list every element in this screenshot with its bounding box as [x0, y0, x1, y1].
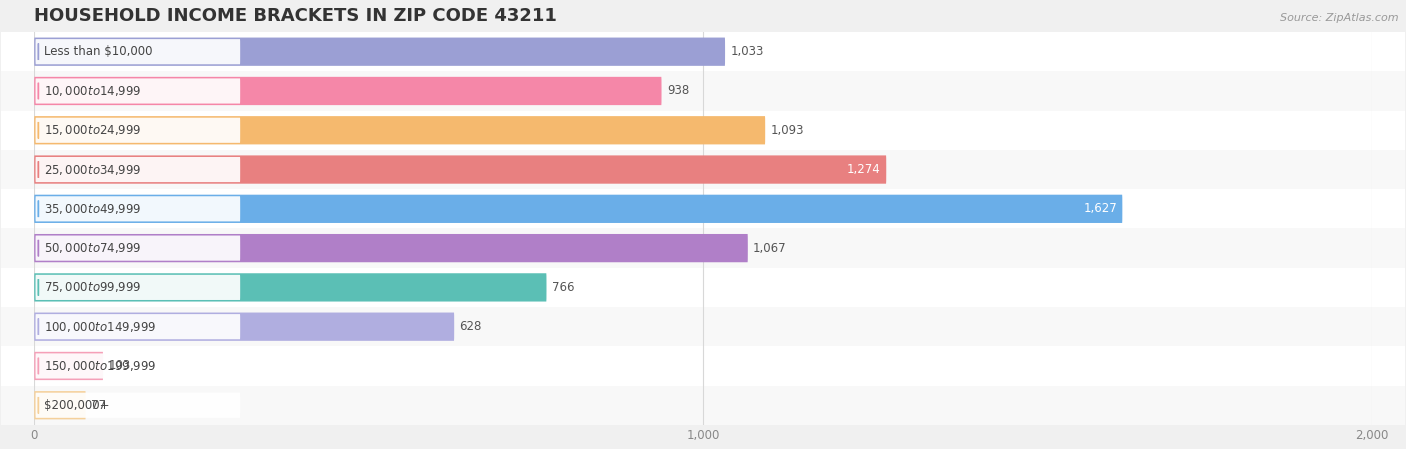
Bar — [1, 229, 1405, 268]
FancyBboxPatch shape — [35, 39, 240, 64]
Text: 1,627: 1,627 — [1083, 202, 1116, 216]
Bar — [1, 71, 1405, 110]
FancyBboxPatch shape — [34, 234, 748, 262]
FancyBboxPatch shape — [34, 391, 86, 419]
Text: $10,000 to $14,999: $10,000 to $14,999 — [44, 84, 142, 98]
Text: HOUSEHOLD INCOME BRACKETS IN ZIP CODE 43211: HOUSEHOLD INCOME BRACKETS IN ZIP CODE 43… — [34, 7, 557, 25]
Text: 628: 628 — [460, 320, 482, 333]
Text: $200,000+: $200,000+ — [44, 399, 110, 412]
Text: Less than $10,000: Less than $10,000 — [44, 45, 152, 58]
Bar — [1, 32, 1405, 71]
Text: $75,000 to $99,999: $75,000 to $99,999 — [44, 280, 142, 295]
FancyBboxPatch shape — [34, 352, 103, 380]
Text: 1,067: 1,067 — [754, 242, 787, 255]
FancyBboxPatch shape — [35, 157, 240, 182]
FancyBboxPatch shape — [35, 314, 240, 339]
Text: $150,000 to $199,999: $150,000 to $199,999 — [44, 359, 156, 373]
FancyBboxPatch shape — [34, 195, 1122, 223]
FancyBboxPatch shape — [34, 116, 765, 145]
FancyBboxPatch shape — [35, 275, 240, 300]
FancyBboxPatch shape — [34, 38, 725, 66]
FancyBboxPatch shape — [35, 196, 240, 221]
Text: 1,033: 1,033 — [731, 45, 763, 58]
FancyBboxPatch shape — [35, 118, 240, 143]
FancyBboxPatch shape — [34, 155, 886, 184]
Bar — [1, 346, 1405, 386]
Text: $35,000 to $49,999: $35,000 to $49,999 — [44, 202, 142, 216]
Bar — [1, 189, 1405, 229]
Text: 77: 77 — [91, 399, 105, 412]
Text: $15,000 to $24,999: $15,000 to $24,999 — [44, 123, 142, 137]
Text: 766: 766 — [551, 281, 574, 294]
Text: Source: ZipAtlas.com: Source: ZipAtlas.com — [1281, 13, 1399, 23]
Bar — [1, 268, 1405, 307]
Text: $50,000 to $74,999: $50,000 to $74,999 — [44, 241, 142, 255]
Text: $25,000 to $34,999: $25,000 to $34,999 — [44, 163, 142, 176]
Bar — [1, 150, 1405, 189]
Bar — [1, 110, 1405, 150]
FancyBboxPatch shape — [35, 236, 240, 261]
Text: $100,000 to $149,999: $100,000 to $149,999 — [44, 320, 156, 334]
FancyBboxPatch shape — [34, 313, 454, 341]
FancyBboxPatch shape — [35, 353, 240, 379]
FancyBboxPatch shape — [34, 77, 662, 105]
Bar — [1, 307, 1405, 346]
Text: 1,274: 1,274 — [848, 163, 882, 176]
Text: 103: 103 — [108, 360, 131, 373]
Text: 1,093: 1,093 — [770, 124, 804, 137]
FancyBboxPatch shape — [35, 79, 240, 104]
FancyBboxPatch shape — [35, 393, 240, 418]
Bar — [1, 386, 1405, 425]
Text: 938: 938 — [666, 84, 689, 97]
FancyBboxPatch shape — [34, 273, 547, 302]
